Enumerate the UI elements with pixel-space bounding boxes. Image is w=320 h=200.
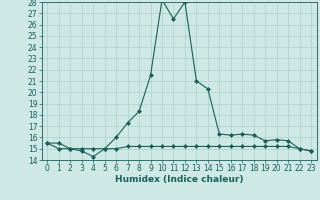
X-axis label: Humidex (Indice chaleur): Humidex (Indice chaleur) — [115, 175, 244, 184]
